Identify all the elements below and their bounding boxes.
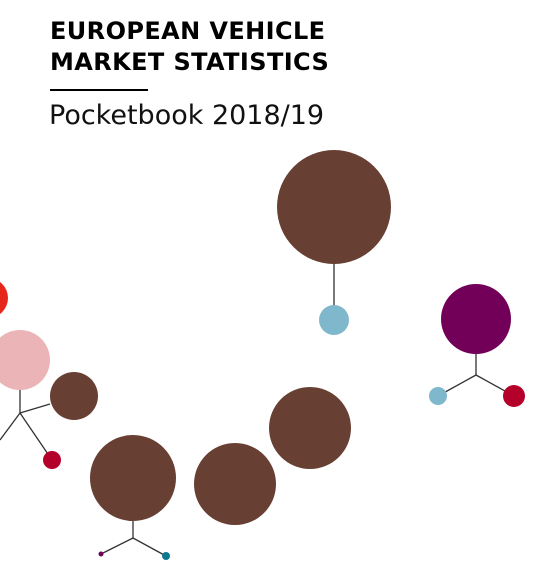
- crimson-dot: [503, 385, 525, 407]
- title-line-1: EUROPEAN VEHICLE: [50, 17, 326, 45]
- red-circle: [0, 282, 8, 314]
- connector-line: [19, 412, 53, 461]
- light-blue-dot: [319, 305, 349, 335]
- large-brown-circle: [277, 150, 391, 264]
- brown-circle: [50, 372, 98, 420]
- light-blue-dot: [429, 387, 447, 405]
- purple-dot: [98, 551, 104, 557]
- pink-circle: [0, 330, 50, 390]
- connector-line: [19, 403, 51, 414]
- cover-title: EUROPEAN VEHICLE MARKET STATISTICS: [50, 16, 470, 78]
- title-line-2: MARKET STATISTICS: [50, 48, 330, 76]
- brown-circle: [90, 435, 176, 521]
- brown-circle: [269, 387, 351, 469]
- teal-dot: [162, 552, 170, 560]
- crimson-dot: [43, 451, 61, 469]
- connector-line: [132, 537, 167, 557]
- connector-line: [0, 412, 21, 441]
- title-divider: [50, 89, 148, 91]
- brown-circle: [194, 443, 276, 525]
- purple-circle: [441, 284, 511, 354]
- cover-subtitle: Pocketbook 2018/19: [49, 100, 325, 131]
- connector-line: [100, 537, 134, 555]
